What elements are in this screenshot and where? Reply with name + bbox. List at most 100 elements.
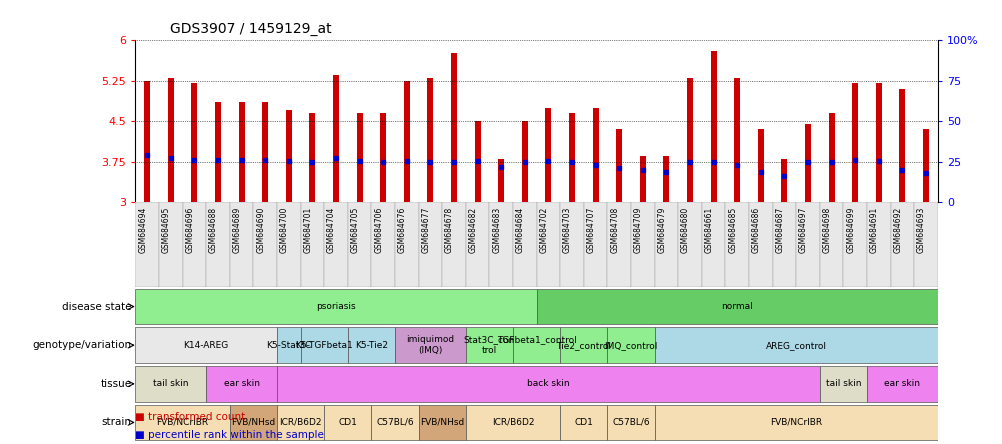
Text: strain: strain xyxy=(102,417,131,428)
Bar xyxy=(890,202,913,287)
Bar xyxy=(254,202,277,287)
Bar xyxy=(866,366,937,402)
Text: GDS3907 / 1459129_at: GDS3907 / 1459129_at xyxy=(169,22,332,36)
Text: GSM684691: GSM684691 xyxy=(869,206,878,253)
Text: tissue: tissue xyxy=(100,379,131,389)
Bar xyxy=(701,202,724,287)
Bar xyxy=(615,129,621,202)
Bar xyxy=(866,202,890,287)
Bar xyxy=(677,202,701,287)
Text: GSM684699: GSM684699 xyxy=(846,206,855,253)
Bar xyxy=(654,404,937,440)
Text: ear skin: ear skin xyxy=(884,379,920,388)
Text: normal: normal xyxy=(720,302,753,311)
Text: GSM684701: GSM684701 xyxy=(303,206,312,253)
Bar xyxy=(568,113,574,202)
Text: back skin: back skin xyxy=(527,379,569,388)
Text: AREG_control: AREG_control xyxy=(765,341,826,350)
Bar xyxy=(206,202,229,287)
Bar xyxy=(324,202,348,287)
Text: C57BL/6: C57BL/6 xyxy=(376,418,414,427)
Text: ■ percentile rank within the sample: ■ percentile rank within the sample xyxy=(135,429,324,440)
Text: ICR/B6D2: ICR/B6D2 xyxy=(491,418,534,427)
Bar xyxy=(828,113,834,202)
Text: CD1: CD1 xyxy=(338,418,357,427)
Bar xyxy=(206,366,277,402)
Text: GSM684704: GSM684704 xyxy=(327,206,336,253)
Bar xyxy=(277,366,819,402)
Bar xyxy=(277,202,301,287)
Bar xyxy=(418,202,442,287)
Bar xyxy=(465,202,489,287)
Text: GSM684687: GSM684687 xyxy=(775,206,784,253)
Text: GSM684696: GSM684696 xyxy=(185,206,194,253)
Bar xyxy=(560,202,583,287)
Bar xyxy=(135,327,277,363)
Bar xyxy=(357,113,362,202)
Bar xyxy=(451,53,457,202)
Bar xyxy=(630,202,654,287)
Bar xyxy=(191,83,197,202)
Text: CD1: CD1 xyxy=(574,418,592,427)
Bar xyxy=(135,404,229,440)
Bar xyxy=(654,327,937,363)
Text: GSM684661: GSM684661 xyxy=(703,206,712,253)
Text: GSM684693: GSM684693 xyxy=(916,206,925,253)
Bar xyxy=(395,327,465,363)
Text: GSM684679: GSM684679 xyxy=(656,206,665,253)
Bar xyxy=(654,202,677,287)
Bar xyxy=(724,202,748,287)
Text: psoriasis: psoriasis xyxy=(316,302,356,311)
Text: imiquimod
(IMQ): imiquimod (IMQ) xyxy=(406,336,454,355)
Bar xyxy=(748,202,772,287)
Text: GSM684694: GSM684694 xyxy=(138,206,147,253)
Bar xyxy=(733,78,739,202)
Text: TGFbeta1_control: TGFbeta1_control xyxy=(496,336,576,355)
Text: K5-Tie2: K5-Tie2 xyxy=(355,341,388,350)
Bar xyxy=(348,327,395,363)
Bar xyxy=(758,129,763,202)
Bar xyxy=(159,202,182,287)
Text: GSM684692: GSM684692 xyxy=(893,206,902,253)
Bar xyxy=(607,202,630,287)
Bar xyxy=(380,113,386,202)
Bar xyxy=(512,327,560,363)
Bar xyxy=(465,404,560,440)
Text: FVB/NCrIBR: FVB/NCrIBR xyxy=(770,418,822,427)
Bar xyxy=(301,327,348,363)
Bar xyxy=(135,366,206,402)
Bar xyxy=(418,404,465,440)
Bar xyxy=(214,102,220,202)
Text: GSM684705: GSM684705 xyxy=(351,206,360,253)
Bar xyxy=(324,404,371,440)
Bar xyxy=(796,202,819,287)
Text: IMQ_control: IMQ_control xyxy=(604,341,657,350)
Bar xyxy=(560,404,607,440)
Bar xyxy=(144,80,150,202)
Bar xyxy=(348,202,371,287)
Bar xyxy=(710,51,715,202)
Bar xyxy=(913,202,937,287)
Bar xyxy=(521,121,527,202)
Bar xyxy=(922,129,928,202)
Bar xyxy=(404,80,410,202)
Bar xyxy=(135,289,536,324)
Bar xyxy=(639,156,645,202)
Bar xyxy=(662,156,668,202)
Bar xyxy=(333,75,339,202)
Text: GSM684682: GSM684682 xyxy=(468,206,477,253)
Text: GSM684678: GSM684678 xyxy=(445,206,454,253)
Bar xyxy=(371,404,418,440)
Bar xyxy=(167,78,173,202)
Text: Stat3C_con
trol: Stat3C_con trol xyxy=(463,336,514,355)
Bar xyxy=(536,289,937,324)
Bar xyxy=(781,159,787,202)
Bar xyxy=(286,110,292,202)
Bar xyxy=(805,124,811,202)
Bar xyxy=(395,202,418,287)
Text: K5-Stat3C: K5-Stat3C xyxy=(266,341,312,350)
Text: GSM684677: GSM684677 xyxy=(421,206,430,253)
Bar xyxy=(819,366,866,402)
Bar xyxy=(512,202,536,287)
Text: ■ transformed count: ■ transformed count xyxy=(135,412,245,422)
